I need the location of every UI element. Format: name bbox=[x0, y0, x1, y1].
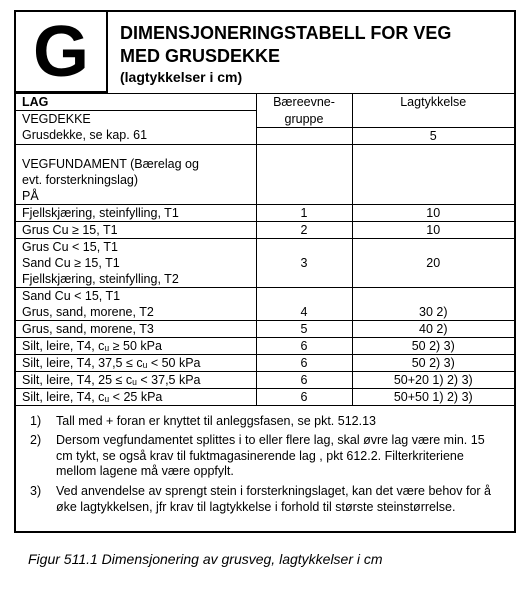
empty-cell bbox=[352, 111, 514, 128]
cell-lag: Grus Cu < 15, T1 bbox=[16, 238, 256, 255]
empty-cell bbox=[256, 172, 352, 188]
table-row: Silt, leire, T4, cᵤ ≥ 50 kPa 6 50 2) 3) bbox=[16, 337, 514, 354]
table-row: Grus, sand, morene, T3 5 40 2) bbox=[16, 320, 514, 337]
dimension-table: LAG Bæreevne- Lagtykkelse VEGDEKKE grupp… bbox=[16, 93, 514, 406]
note-row: 1) Tall med + foran er knyttet til anleg… bbox=[30, 414, 500, 430]
cell-bg: 6 bbox=[256, 371, 352, 388]
cell-lag: Sand Cu < 15, T1 bbox=[16, 287, 256, 304]
cell-bg: 4 bbox=[256, 304, 352, 321]
table-header-row: LAG Bæreevne- Lagtykkelse bbox=[16, 94, 514, 111]
empty-cell bbox=[352, 188, 514, 205]
table-row: Silt, leire, T4, 37,5 ≤ cᵤ < 50 kPa 6 50… bbox=[16, 354, 514, 371]
cell-lt: 20 bbox=[352, 255, 514, 271]
table-row: Grus Cu < 15, T1 bbox=[16, 238, 514, 255]
table-row: Fjellskjæring, steinfylling, T1 1 10 bbox=[16, 204, 514, 221]
cell-bg: 6 bbox=[256, 388, 352, 405]
table-card: G DIMENSJONERINGSTABELL FOR VEG MED GRUS… bbox=[14, 10, 516, 533]
empty-cell bbox=[256, 144, 352, 172]
table-row: VEGFUNDAMENT (Bærelag og bbox=[16, 144, 514, 172]
cell-lt: 5 bbox=[352, 127, 514, 144]
title-box: DIMENSJONERINGSTABELL FOR VEG MED GRUSDE… bbox=[108, 12, 514, 93]
section-vegdekke: VEGDEKKE bbox=[16, 111, 256, 128]
cell-bg: 5 bbox=[256, 320, 352, 337]
cell-lag: Fjellskjæring, steinfylling, T1 bbox=[16, 204, 256, 221]
cell-lt bbox=[352, 271, 514, 288]
cell-lag: Grus, sand, morene, T3 bbox=[16, 320, 256, 337]
cell-lt bbox=[352, 287, 514, 304]
cell-bg: 6 bbox=[256, 354, 352, 371]
empty-cell bbox=[352, 144, 514, 172]
cell-lt bbox=[352, 238, 514, 255]
cell-lag: Grusdekke, se kap. 61 bbox=[16, 127, 256, 144]
cell-lag: Fjellskjæring, steinfylling, T2 bbox=[16, 271, 256, 288]
table-row: evt. forsterkningslag) bbox=[16, 172, 514, 188]
page-root: G DIMENSJONERINGSTABELL FOR VEG MED GRUS… bbox=[0, 0, 530, 577]
figure-caption: Figur 511.1 Dimensjonering av grusveg, l… bbox=[14, 533, 516, 577]
table-row: Grusdekke, se kap. 61 5 bbox=[16, 127, 514, 144]
table-row: Silt, leire, T4, 25 ≤ cᵤ < 37,5 kPa 6 50… bbox=[16, 371, 514, 388]
note-text: Tall med + foran er knyttet til anleggsf… bbox=[56, 414, 500, 430]
note-row: 2) Dersom vegfundamentet splittes i to e… bbox=[30, 433, 500, 480]
cell-bg bbox=[256, 127, 352, 144]
cell-lt: 30 2) bbox=[352, 304, 514, 321]
note-number: 1) bbox=[30, 414, 56, 430]
table-row: Grus Cu ≥ 15, T1 2 10 bbox=[16, 221, 514, 238]
table-row: Fjellskjæring, steinfylling, T2 bbox=[16, 271, 514, 288]
cell-bg: 6 bbox=[256, 337, 352, 354]
cell-bg: 3 bbox=[256, 255, 352, 271]
table-row: PÅ bbox=[16, 188, 514, 205]
title-sub: (lagtykkelser i cm) bbox=[120, 69, 508, 85]
cell-bg: 1 bbox=[256, 204, 352, 221]
table-row: Sand Cu ≥ 15, T1 3 20 bbox=[16, 255, 514, 271]
title-line1: DIMENSJONERINGSTABELL FOR VEG bbox=[120, 22, 508, 45]
letter-box: G bbox=[16, 12, 108, 93]
column-header-bg-l1: Bæreevne- bbox=[256, 94, 352, 111]
card-header: G DIMENSJONERINGSTABELL FOR VEG MED GRUS… bbox=[16, 12, 514, 93]
cell-lt: 50+20 1) 2) 3) bbox=[352, 371, 514, 388]
cell-lt: 50 2) 3) bbox=[352, 337, 514, 354]
cell-bg bbox=[256, 238, 352, 255]
table-header-row2: VEGDEKKE gruppe bbox=[16, 111, 514, 128]
table-row: Grus, sand, morene, T2 4 30 2) bbox=[16, 304, 514, 321]
cell-lt: 40 2) bbox=[352, 320, 514, 337]
cell-lt: 50 2) 3) bbox=[352, 354, 514, 371]
cell-lag: Grus, sand, morene, T2 bbox=[16, 304, 256, 321]
cell-lag: Silt, leire, T4, 25 ≤ cᵤ < 37,5 kPa bbox=[16, 371, 256, 388]
note-number: 2) bbox=[30, 433, 56, 480]
cell-bg: 2 bbox=[256, 221, 352, 238]
note-number: 3) bbox=[30, 484, 56, 515]
note-text: Dersom vegfundamentet splittes i to elle… bbox=[56, 433, 500, 480]
table-row: Silt, leire, T4, cᵤ < 25 kPa 6 50+50 1) … bbox=[16, 388, 514, 405]
cell-lag: Silt, leire, T4, cᵤ < 25 kPa bbox=[16, 388, 256, 405]
column-header-lt: Lagtykkelse bbox=[352, 94, 514, 111]
column-header-lag: LAG bbox=[16, 94, 256, 111]
cell-lt: 10 bbox=[352, 221, 514, 238]
note-row: 3) Ved anvendelse av sprengt stein i for… bbox=[30, 484, 500, 515]
empty-cell bbox=[256, 188, 352, 205]
cell-lag: Silt, leire, T4, 37,5 ≤ cᵤ < 50 kPa bbox=[16, 354, 256, 371]
table-row: Sand Cu < 15, T1 bbox=[16, 287, 514, 304]
cell-bg bbox=[256, 271, 352, 288]
cell-bg bbox=[256, 287, 352, 304]
cell-lt: 10 bbox=[352, 204, 514, 221]
cell-lag: Sand Cu ≥ 15, T1 bbox=[16, 255, 256, 271]
cell-lag: Silt, leire, T4, cᵤ ≥ 50 kPa bbox=[16, 337, 256, 354]
notes-block: 1) Tall med + foran er knyttet til anleg… bbox=[16, 406, 514, 532]
title-line2: MED GRUSDEKKE bbox=[120, 45, 508, 68]
cell-lt: 50+50 1) 2) 3) bbox=[352, 388, 514, 405]
note-text: Ved anvendelse av sprengt stein i forste… bbox=[56, 484, 500, 515]
column-header-bg-l2: gruppe bbox=[256, 111, 352, 128]
empty-cell bbox=[352, 172, 514, 188]
section-pa: PÅ bbox=[16, 188, 256, 205]
section-vegfundament-l1: VEGFUNDAMENT (Bærelag og bbox=[16, 144, 256, 172]
section-vegfundament-l2: evt. forsterkningslag) bbox=[16, 172, 256, 188]
letter-g: G bbox=[33, 16, 89, 88]
cell-lag: Grus Cu ≥ 15, T1 bbox=[16, 221, 256, 238]
